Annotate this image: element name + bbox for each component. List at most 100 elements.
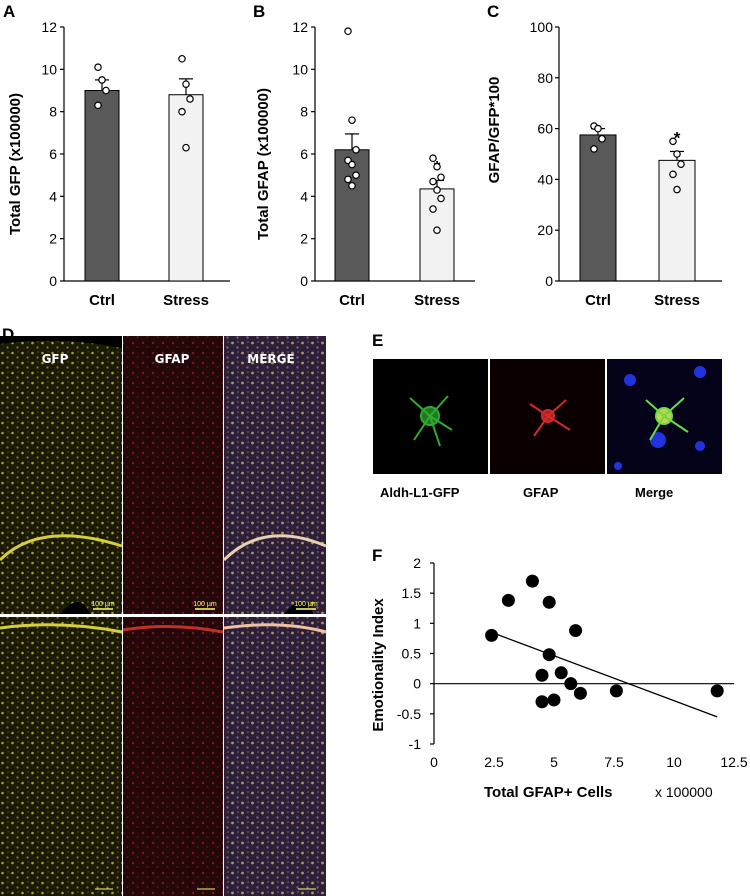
astrocyte-red: [529, 399, 571, 437]
tissue-edge: [284, 602, 314, 614]
trend-line: [491, 631, 718, 718]
y-tick-label: 4: [300, 188, 308, 204]
x-tick-label: 7.5: [604, 754, 624, 770]
y-axis-label: GFAP/GFP*100: [486, 77, 503, 184]
data-point: [344, 175, 352, 184]
y-tick-label: 12: [292, 19, 308, 35]
data-point: [569, 624, 583, 638]
data-point: [594, 124, 602, 133]
y-tick-label: 1.5: [402, 585, 422, 601]
data-point: [535, 695, 549, 709]
bars: *: [334, 133, 455, 282]
data-point: [186, 95, 194, 103]
x-axis-unit: x 100000: [655, 784, 713, 800]
panel-b-chart: B Total GFAP (x100000) 0 2 4 6 8 10 12 * Ctrl S…: [253, 2, 475, 309]
data-point: [710, 684, 724, 698]
tissue-edge: [0, 623, 123, 634]
y-tick-label: 2: [49, 231, 57, 247]
data-point: [554, 666, 568, 680]
data-point: [485, 628, 499, 642]
data-point: [525, 574, 539, 588]
y-tick-label: 0: [300, 273, 308, 289]
y-tick-label: 0: [413, 676, 421, 692]
x-tick-label: 0: [430, 754, 438, 770]
data-points: [590, 122, 685, 194]
micrograph-gfp-bottom: [0, 617, 122, 896]
bar: [84, 90, 120, 282]
data-point: [542, 595, 556, 609]
data-point: [669, 170, 677, 179]
y-tick-label: 6: [49, 146, 57, 162]
category-labels: Ctrl Stress: [339, 292, 460, 309]
micrograph-gfap-bottom: [123, 617, 223, 896]
significance-marker: *: [674, 128, 681, 147]
data-point: [433, 162, 441, 171]
tissue-edge: [0, 336, 122, 348]
tissue-edge: [222, 534, 327, 562]
data-point: [94, 101, 102, 110]
x-tick-label: 5: [550, 754, 558, 770]
data-point: [590, 145, 598, 153]
category-label: Stress: [654, 292, 700, 309]
x-ticks: 0 2.5 5 7.5 10 12.5: [430, 754, 748, 770]
data-point: [102, 86, 110, 95]
data-point: [609, 684, 623, 698]
data-point: [677, 160, 685, 168]
panel-f-chart: F Emotionality Index Total GFAP+ Cells x…: [370, 546, 748, 801]
y-tick-label: 2: [413, 555, 421, 571]
x-tick-label: 10: [666, 754, 682, 770]
data-point: [535, 668, 549, 682]
category-labels: Ctrl Stress: [89, 292, 209, 309]
data-point: [352, 171, 360, 179]
y-tick-label: 1: [413, 615, 421, 631]
y-tick-label: 0: [545, 273, 553, 289]
category-label: Ctrl: [89, 292, 115, 309]
panel-label-b: B: [253, 2, 265, 21]
y-axis-label: Total GFAP (x100000): [255, 88, 272, 240]
data-point: [564, 677, 578, 691]
channel-label-gfp: GFP: [42, 352, 69, 366]
y-ticks: -1 -0.5 0 0.5 1 1.5 2: [397, 555, 734, 752]
y-tick-label: 12: [41, 19, 57, 35]
data-point: [429, 154, 437, 163]
micrograph-gfp-top: [0, 336, 122, 614]
data-point: [94, 63, 102, 72]
data-point: [433, 226, 441, 235]
data-point: [178, 54, 186, 63]
bar: [419, 188, 455, 282]
panel-label-f: F: [372, 546, 382, 565]
panel-label-a: A: [3, 2, 15, 21]
data-points: [344, 27, 445, 235]
y-tick-label: 100: [530, 19, 554, 35]
panel-c-chart: C GFAP/GFP*100 0 20 40 60 80 100 * Ctrl Stress: [486, 2, 722, 309]
y-tick-label: 0: [49, 273, 57, 289]
y-tick-label: 8: [300, 104, 308, 120]
panel-e-micrographs: E Aldh-L1-GFP GFAP Merge: [372, 331, 722, 500]
y-tick-label: 4: [49, 188, 57, 204]
micrograph-merge-bottom: [224, 617, 326, 896]
data-point: [501, 593, 515, 607]
data-point: [182, 143, 190, 152]
scale-bar-label: 100 µm: [91, 601, 115, 608]
y-axis-label: Emotionality Index: [370, 598, 387, 732]
x-axis-label: Total GFAP+ Cells: [484, 784, 613, 801]
category-label: Stress: [163, 292, 209, 309]
nuclei-blue: [614, 366, 706, 470]
scale-bar-label: 100 µm: [193, 601, 217, 608]
y-tick-label: 20: [537, 222, 553, 238]
tissue-edge: [122, 624, 224, 634]
bar: [658, 159, 696, 282]
data-point: [669, 137, 677, 146]
panel-label-e: E: [372, 331, 383, 350]
y-tick-label: 8: [49, 104, 57, 120]
data-points: [94, 54, 194, 152]
y-tick-label: 80: [537, 70, 553, 86]
panel-a-chart: A Total GFP (x100000) 0 2 4 6 8 10 12 Ctrl Stre…: [3, 2, 230, 309]
y-tick-label: -0.5: [397, 706, 421, 722]
tissue-edge: [0, 534, 123, 562]
y-tick-label: 40: [537, 171, 553, 187]
data-point: [598, 134, 606, 143]
caption-gfap: GFAP: [523, 485, 559, 500]
bar: [579, 134, 617, 282]
y-tick-label: 0.5: [402, 646, 422, 662]
